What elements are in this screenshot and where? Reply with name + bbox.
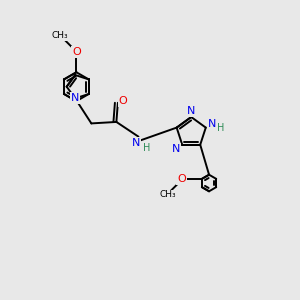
Text: N: N: [208, 119, 216, 129]
Text: N: N: [71, 93, 79, 103]
Text: CH₃: CH₃: [52, 31, 68, 40]
Text: O: O: [119, 96, 128, 106]
Text: N: N: [187, 106, 195, 116]
Text: H: H: [217, 123, 224, 133]
Text: CH₃: CH₃: [160, 190, 176, 199]
Text: O: O: [177, 174, 186, 184]
Text: N: N: [132, 138, 140, 148]
Text: O: O: [72, 46, 81, 57]
Text: H: H: [143, 143, 150, 153]
Text: N: N: [172, 144, 180, 154]
